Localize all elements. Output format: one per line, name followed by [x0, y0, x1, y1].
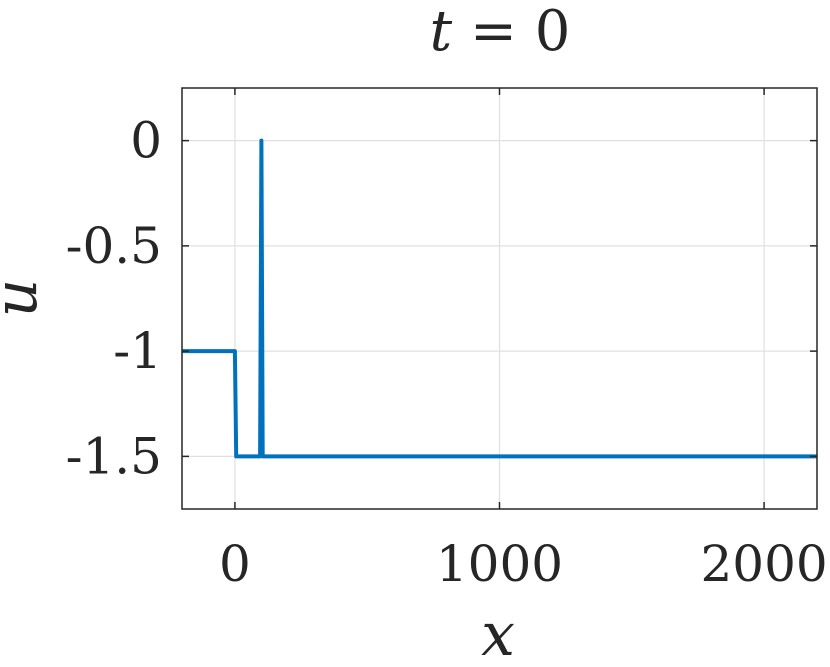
ticks — [182, 88, 817, 509]
y-tick-label: -1.5 — [66, 427, 162, 485]
y-axis-label: u — [0, 279, 51, 318]
ytick-labels: 0 -0.5 -1 -1.5 — [66, 112, 162, 486]
x-tick-label: 1000 — [436, 535, 563, 593]
y-tick-label: -1 — [113, 322, 162, 380]
y-tick-label: -0.5 — [66, 217, 162, 275]
y-tick-label: 0 — [130, 112, 162, 170]
xtick-labels: 0 1000 2000 — [219, 535, 828, 593]
x-tick-label: 2000 — [700, 535, 827, 593]
grid — [182, 88, 817, 509]
title-value: 0 — [535, 0, 571, 64]
title-variable: t — [430, 0, 453, 64]
chart-title: t = 0 — [430, 0, 571, 64]
x-tick-label: 0 — [219, 535, 251, 593]
series-line — [182, 138, 817, 459]
x-axis-label: x — [481, 600, 515, 667]
title-equals: = — [452, 0, 535, 64]
